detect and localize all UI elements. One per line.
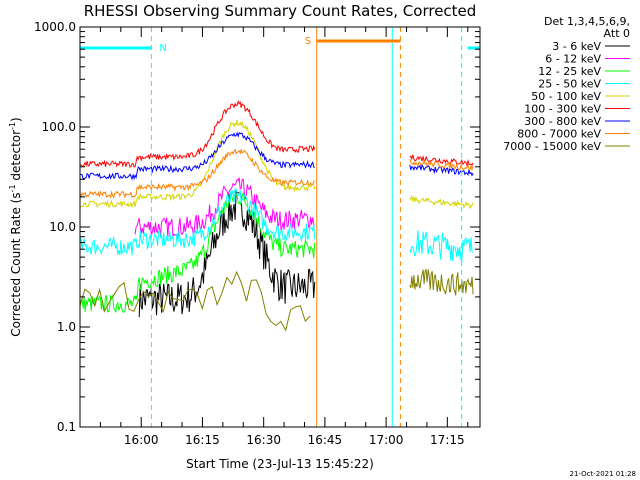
x-tick-label: 17:00 xyxy=(369,433,404,447)
series-line xyxy=(138,190,316,318)
x-tick-label: 16:30 xyxy=(246,433,281,447)
series-line xyxy=(79,100,316,168)
series-line-post xyxy=(409,230,474,262)
night-label: N xyxy=(159,43,166,54)
y-tick-label: 0.1 xyxy=(57,420,76,434)
series-line-post xyxy=(409,194,474,210)
y-axis-label: Corrected Count Rate (s-1 detector-1) xyxy=(8,117,23,336)
series-line xyxy=(134,177,315,239)
series-line-post xyxy=(409,154,474,168)
x-tick-label: 16:45 xyxy=(308,433,343,447)
legend-label: 100 - 300 keV xyxy=(524,103,601,116)
x-tick-label: 17:15 xyxy=(430,433,465,447)
series-line xyxy=(79,131,315,181)
series-line xyxy=(79,270,311,332)
legend-label: 12 - 25 keV xyxy=(538,65,601,78)
series-line xyxy=(79,191,316,313)
legend-label: 7000 - 15000 keV xyxy=(503,140,601,153)
legend-label: 6 - 12 keV xyxy=(545,53,601,66)
legend-header-detectors: Det 1,3,4,5,6,9, xyxy=(544,15,630,28)
legend-label: 300 - 800 keV xyxy=(524,115,601,128)
y-tick-label: 1.0 xyxy=(57,320,76,334)
series-line xyxy=(79,188,316,256)
plot-area: NS xyxy=(79,27,480,427)
series-line xyxy=(79,119,316,209)
legend-label: 800 - 7000 keV xyxy=(517,128,601,141)
y-tick-label: 1000.0 xyxy=(34,20,76,34)
legend-label: 50 - 100 keV xyxy=(531,90,601,103)
x-axis-label: Start Time (23-Jul-13 15:45:22) xyxy=(186,457,374,471)
y-tick-label: 100.0 xyxy=(42,120,76,134)
legend-label: 3 - 6 keV xyxy=(552,40,601,53)
y-tick-label: 10.0 xyxy=(49,220,76,234)
series-line-post xyxy=(409,158,474,172)
series-line-post xyxy=(409,268,474,296)
saa-label: S xyxy=(305,36,311,47)
chart-title: RHESSI Observing Summary Count Rates, Co… xyxy=(84,2,477,20)
series-line xyxy=(79,148,316,199)
legend-header-attenuator: Att 0 xyxy=(604,27,630,40)
x-tick-label: 16:15 xyxy=(185,433,220,447)
axes: 0.1 1.0 10.0 100.0 1000.0 16:00 16:15 16:30 16:4… xyxy=(34,20,480,447)
footer-date: 21-Oct-2021 01:28 xyxy=(570,470,636,478)
series-line-post xyxy=(409,163,474,177)
x-tick-label: 16:00 xyxy=(124,433,159,447)
legend-label: 25 - 50 keV xyxy=(538,78,601,91)
